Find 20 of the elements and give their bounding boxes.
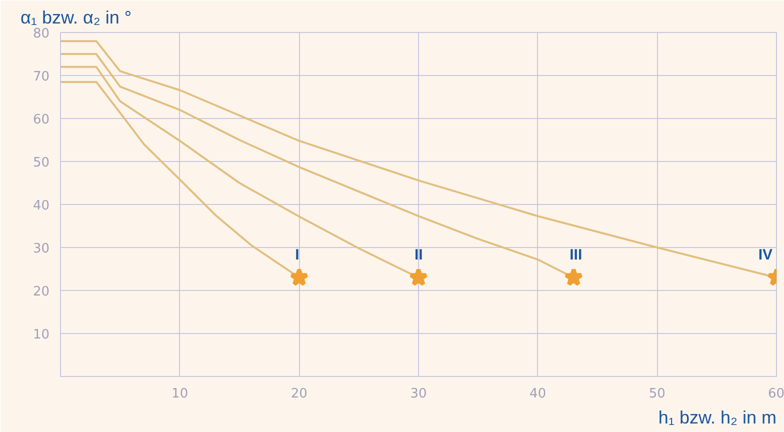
series-label: III [570, 246, 582, 264]
series-label: I [295, 246, 300, 264]
x-tick-label: 20 [290, 386, 308, 402]
y-tick-label: 30 [32, 242, 50, 256]
y-tick-label: 10 [32, 328, 50, 342]
x-tick-label: 10 [172, 386, 188, 402]
y-tick-label: 70 [32, 70, 50, 84]
series-label: II [414, 246, 423, 264]
y-tick-label: 40 [32, 198, 50, 214]
y-axis-title: α₁ bzw. α₂ in ° [20, 8, 132, 28]
y-tick-label: 20 [32, 284, 50, 300]
x-tick-label: 30 [410, 386, 427, 402]
x-tick-label: 40 [530, 386, 546, 402]
x-axis-title: h₁ bzw. h₂ in m [658, 408, 776, 428]
y-tick-label: 50 [32, 156, 50, 170]
y-tick-label: 80 [32, 26, 50, 42]
series-label: IV [758, 246, 773, 264]
y-tick-label: 60 [32, 112, 50, 128]
x-tick-label: 50 [648, 386, 666, 402]
x-tick-label: 60 [768, 386, 784, 402]
